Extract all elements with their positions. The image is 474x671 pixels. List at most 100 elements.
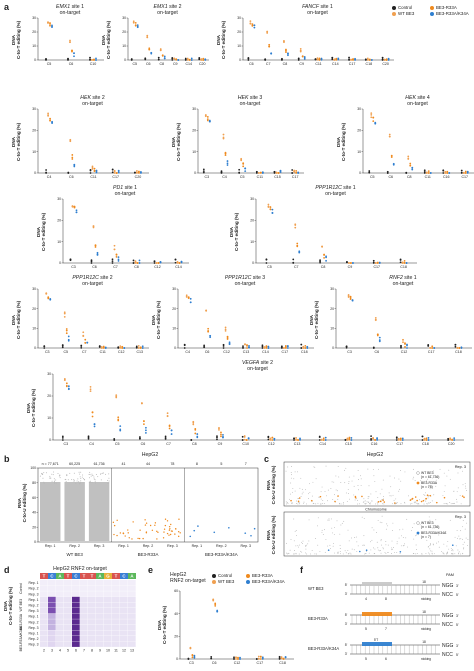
row-label: Rep. 3 [29, 626, 39, 630]
data-point [350, 437, 353, 439]
data-point [251, 25, 254, 27]
data-point [435, 501, 438, 504]
row-label: Rep. 1 [29, 598, 39, 602]
data-point [157, 56, 160, 59]
data-point [449, 519, 451, 521]
data-point [69, 39, 71, 42]
heatmap-cell [88, 641, 96, 647]
data-point [412, 527, 413, 528]
data-point [457, 472, 459, 474]
legend-marker [416, 531, 420, 535]
data-point [237, 656, 239, 659]
data-point [189, 297, 192, 300]
heatmap-cell [96, 630, 104, 636]
data-point [438, 546, 440, 548]
data-point [391, 547, 392, 549]
heatmap-cell [104, 608, 112, 614]
data-point [460, 503, 462, 505]
data-point [142, 537, 144, 540]
group-label: BE3-R33A/K34A [205, 552, 238, 557]
data-point [117, 416, 120, 419]
data-point [364, 503, 366, 505]
data-point [89, 169, 92, 171]
row-label: Rep. 1 [29, 632, 39, 636]
data-point [420, 480, 422, 482]
count-label: 44 [146, 462, 150, 466]
data-point [69, 41, 71, 44]
data-point [295, 172, 298, 174]
data-point [253, 26, 256, 29]
heatmap-cell [120, 580, 128, 586]
data-point [425, 492, 427, 494]
data-point [200, 58, 203, 60]
data-point [293, 439, 295, 441]
data-point [339, 551, 341, 552]
data-point [91, 473, 93, 475]
heatmap-cell [128, 636, 136, 642]
y-tick-label: 10 [47, 416, 51, 420]
data-point [430, 475, 432, 476]
data-point [65, 332, 68, 335]
data-point [226, 162, 229, 165]
legend-e-item: BE3-R33A/K34A [246, 579, 285, 585]
heatmap-cell [96, 608, 104, 614]
data-point [194, 427, 197, 430]
data-point [351, 480, 353, 482]
data-point [121, 347, 124, 349]
heatmap-cell [72, 591, 80, 597]
data-point [427, 497, 429, 499]
data-point [117, 256, 120, 259]
position-label: 8 [91, 649, 93, 653]
legend-marker [416, 481, 420, 485]
heatmap-cell [56, 630, 64, 636]
data-point [405, 537, 407, 539]
data-point [467, 544, 469, 546]
x-tick-label: C8 [407, 175, 412, 179]
data-point [305, 544, 307, 546]
data-point [449, 478, 451, 480]
data-point [309, 492, 311, 493]
data-point [265, 258, 268, 261]
data-point [335, 58, 338, 61]
heatmap-cell [40, 608, 48, 614]
count-label: 41 [122, 462, 126, 466]
heatmap-cell [96, 580, 104, 586]
data-point [463, 548, 464, 550]
data-point [357, 499, 359, 501]
data-point [127, 529, 129, 531]
x-tick-label: C8 [134, 265, 139, 269]
data-point [163, 528, 166, 530]
data-point [396, 502, 398, 504]
data-point [374, 548, 376, 550]
data-point [273, 439, 276, 441]
data-point [261, 345, 264, 348]
data-point [75, 209, 78, 212]
count-label: 78 [170, 462, 174, 466]
data-point [458, 551, 460, 553]
heatmap-cell [120, 613, 128, 619]
data-point [320, 438, 323, 441]
data-point [379, 493, 381, 495]
x-tick-label: C16 [443, 175, 450, 179]
data-point [297, 59, 300, 61]
data-point [269, 206, 272, 208]
data-point [404, 543, 406, 545]
a-plot-ylabel: DNA C-to-T editing (%) [101, 20, 111, 60]
data-point [453, 437, 456, 440]
data-point [437, 541, 439, 543]
data-point [453, 502, 455, 504]
data-point [42, 477, 44, 479]
data-point [350, 262, 352, 264]
data-point [321, 486, 323, 488]
data-point [204, 58, 207, 61]
data-point [374, 319, 377, 322]
data-point [454, 343, 457, 346]
data-point [351, 537, 353, 539]
data-point [290, 493, 291, 495]
heatmap-cell [56, 608, 64, 614]
data-point [462, 470, 463, 472]
data-point [365, 503, 367, 505]
data-point [285, 49, 287, 52]
heatmap-cell [72, 585, 80, 591]
